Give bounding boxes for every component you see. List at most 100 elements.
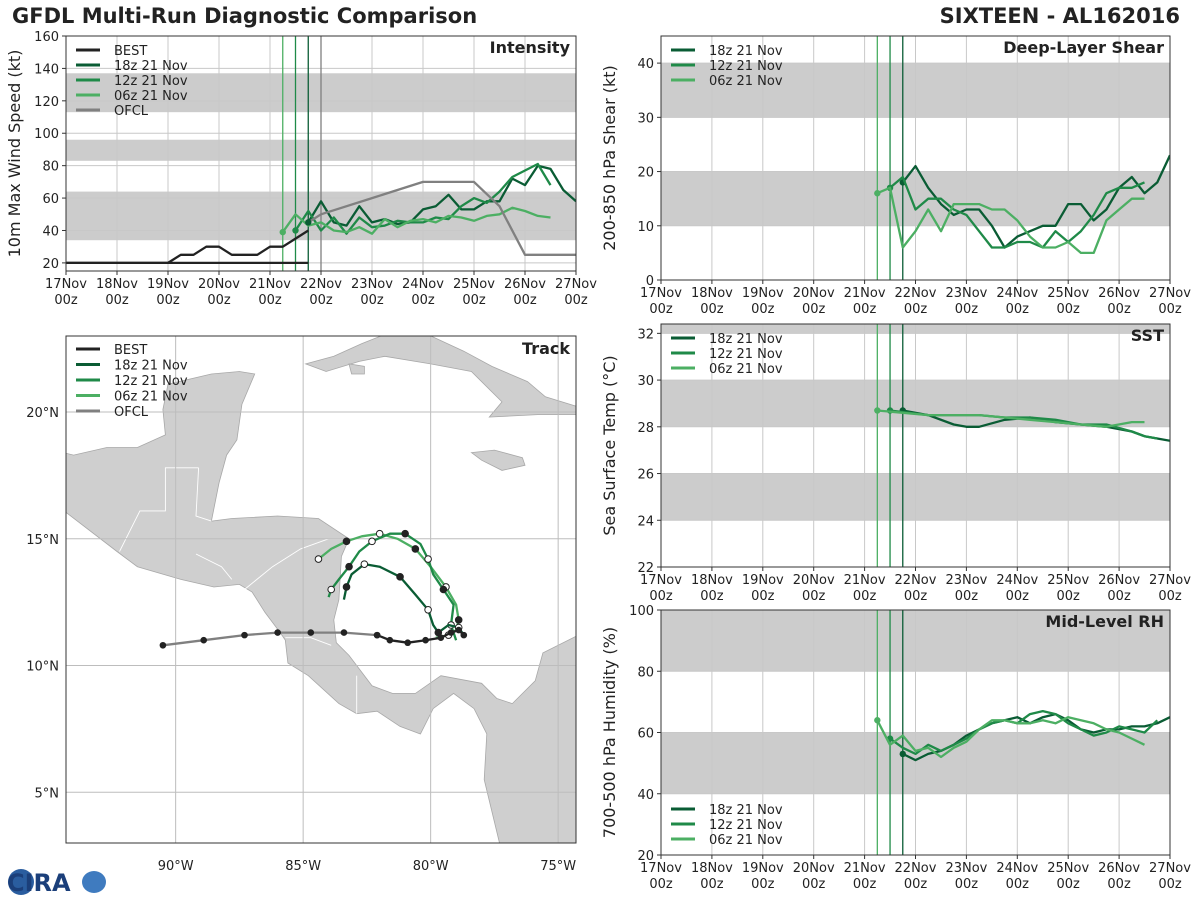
rh-xtick-day: 17Nov [640, 861, 682, 876]
track-legend-label-18z-21-nov: 18z 21 Nov [114, 359, 188, 374]
track-series-18z-21-nov [342, 562, 465, 636]
sst-xtick-hour: 00z [1006, 589, 1030, 604]
intensity-xtick-hour: 00z [309, 293, 333, 308]
track-point-best [422, 636, 429, 644]
track-point-18z-21-nov [396, 573, 404, 581]
intensity-xtick-day: 17Nov [45, 277, 87, 292]
intensity-frame [65, 35, 577, 272]
track-point-ofcl [307, 629, 315, 636]
track-point-best [447, 629, 455, 636]
shear-xtick-hour: 00z [700, 302, 724, 317]
intensity-legend-label-ofcl: OFCL [114, 104, 149, 119]
intensity-ytick-label: 140 [34, 62, 59, 77]
logo-swirl-icon [82, 871, 106, 893]
track-ytick-label: 10°N [26, 660, 59, 675]
intensity-ytick-label: 160 [34, 30, 59, 45]
track-point-best [455, 626, 463, 634]
intensity-xtick-hour: 00z [258, 293, 282, 308]
track-land-1 [304, 336, 576, 418]
shear-ytick-label: 10 [637, 220, 654, 235]
sst-xtick-hour: 00z [955, 589, 979, 604]
sst-xtick-hour: 00z [649, 589, 673, 604]
intensity-series-group [66, 162, 576, 265]
rh-xtick-hour: 00z [1107, 877, 1131, 892]
sst-xtick-hour: 00z [700, 589, 724, 604]
track-point-06z-21-nov [342, 537, 351, 546]
shear-ylabel: 200-850 hPa Shear (kt) [600, 65, 619, 251]
sst-series-06z-21-nov [877, 409, 1145, 428]
track-point-best [404, 639, 412, 647]
shear-xtick-hour: 00z [904, 302, 928, 317]
track-xtick-label: 90°W [158, 859, 194, 874]
rh-series-06z-21-nov [876, 716, 1146, 759]
panel-rh: 17Nov00z18Nov00z19Nov00z20Nov00z21Nov00z… [600, 604, 1191, 892]
track-border [119, 467, 199, 552]
sst-xtick-hour: 00z [1107, 589, 1131, 604]
track-frame [65, 335, 577, 844]
intensity-xtick-day: 26Nov [504, 277, 546, 292]
intensity-legend-label-06z-21-nov: 06z 21 Nov [114, 89, 188, 104]
shear-xtick-day: 21Nov [844, 286, 886, 301]
shear-ytick-label: 20 [637, 166, 654, 181]
track-point-18z-21-nov [360, 560, 369, 568]
sst-ytick-label: 28 [637, 421, 654, 436]
rh-legend-label-12z-21-nov: 12z 21 Nov [709, 818, 783, 833]
sst-series-group [874, 407, 1170, 442]
track-map-group [66, 336, 576, 843]
header-left: GFDL Multi-Run Diagnostic Comparison [12, 4, 478, 28]
intensity-xtick-hour: 00z [207, 293, 231, 308]
sst-init-point-06z-21-nov [874, 407, 881, 414]
shear-xtick-day: 27Nov [1149, 286, 1191, 301]
shear-ytick-label: 0 [646, 274, 654, 289]
track-ytick-label: 20°N [26, 406, 59, 421]
sst-ytick-label: 26 [637, 468, 654, 483]
rh-init-point-18z-21-nov [899, 750, 906, 758]
intensity-xtick-day: 19Nov [147, 277, 189, 292]
sst-legend-label-18z-21-nov: 18z 21 Nov [709, 332, 783, 347]
intensity-series-18z-21-nov [307, 164, 576, 227]
shear-series-18z-21-nov [901, 154, 1170, 249]
track-xtick-label: 85°W [285, 859, 321, 874]
sst-xtick-day: 26Nov [1098, 573, 1140, 588]
rh-frame [660, 609, 1171, 856]
rh-xtick-hour: 00z [802, 877, 826, 892]
shear-ytick-label: 40 [637, 57, 654, 72]
track-legend-label-12z-21-nov: 12z 21 Nov [114, 374, 188, 389]
rh-xtick-day: 27Nov [1149, 861, 1191, 876]
shear-xtick-hour: 00z [1006, 302, 1030, 317]
intensity-xtick-hour: 00z [411, 293, 435, 308]
track-legend-label-ofcl: OFCL [114, 405, 149, 420]
intensity-ylabel: 10m Max Wind Speed (kt) [5, 50, 24, 258]
intensity-ytick-label: 40 [42, 224, 59, 239]
rh-xtick-day: 18Nov [691, 861, 733, 876]
shear-xtick-day: 19Nov [742, 286, 784, 301]
track-land-4 [348, 363, 365, 375]
intensity-xtick-day: 18Nov [96, 277, 138, 292]
sst-legend-label-06z-21-nov: 06z 21 Nov [709, 362, 783, 377]
track-border [285, 637, 332, 646]
track-point-12z-21-nov [439, 585, 448, 594]
intensity-ytick-label: 20 [42, 257, 59, 272]
sst-xtick-day: 23Nov [945, 573, 987, 588]
intensity-xtick-day: 25Nov [453, 277, 495, 292]
rh-legend-label-06z-21-nov: 06z 21 Nov [709, 833, 783, 848]
shear-xtick-day: 20Nov [793, 286, 835, 301]
sst-xtick-day: 22Nov [895, 573, 937, 588]
shear-xtick-day: 26Nov [1098, 286, 1140, 301]
intensity-xtick-day: 22Nov [300, 277, 342, 292]
rh-ytick-label: 60 [637, 727, 654, 742]
shear-legend-label-18z-21-nov: 18z 21 Nov [709, 44, 783, 59]
rh-xtick-day: 22Nov [895, 861, 937, 876]
track-point-18z-21-nov [342, 583, 351, 591]
shear-legend-label-06z-21-nov: 06z 21 Nov [709, 74, 783, 89]
intensity-series-ofcl [307, 180, 576, 256]
rh-xtick-hour: 00z [751, 877, 775, 892]
sst-xtick-day: 18Nov [691, 573, 733, 588]
rh-legend-label-18z-21-nov: 18z 21 Nov [709, 803, 783, 818]
intensity-xtick-day: 20Nov [198, 277, 240, 292]
shear-ytick-label: 30 [637, 111, 654, 126]
track-point-12z-21-nov [327, 585, 336, 594]
track-point-best [386, 636, 394, 644]
track-point-12z-21-nov [424, 555, 432, 563]
shear-title: Deep-Layer Shear [1003, 38, 1164, 57]
